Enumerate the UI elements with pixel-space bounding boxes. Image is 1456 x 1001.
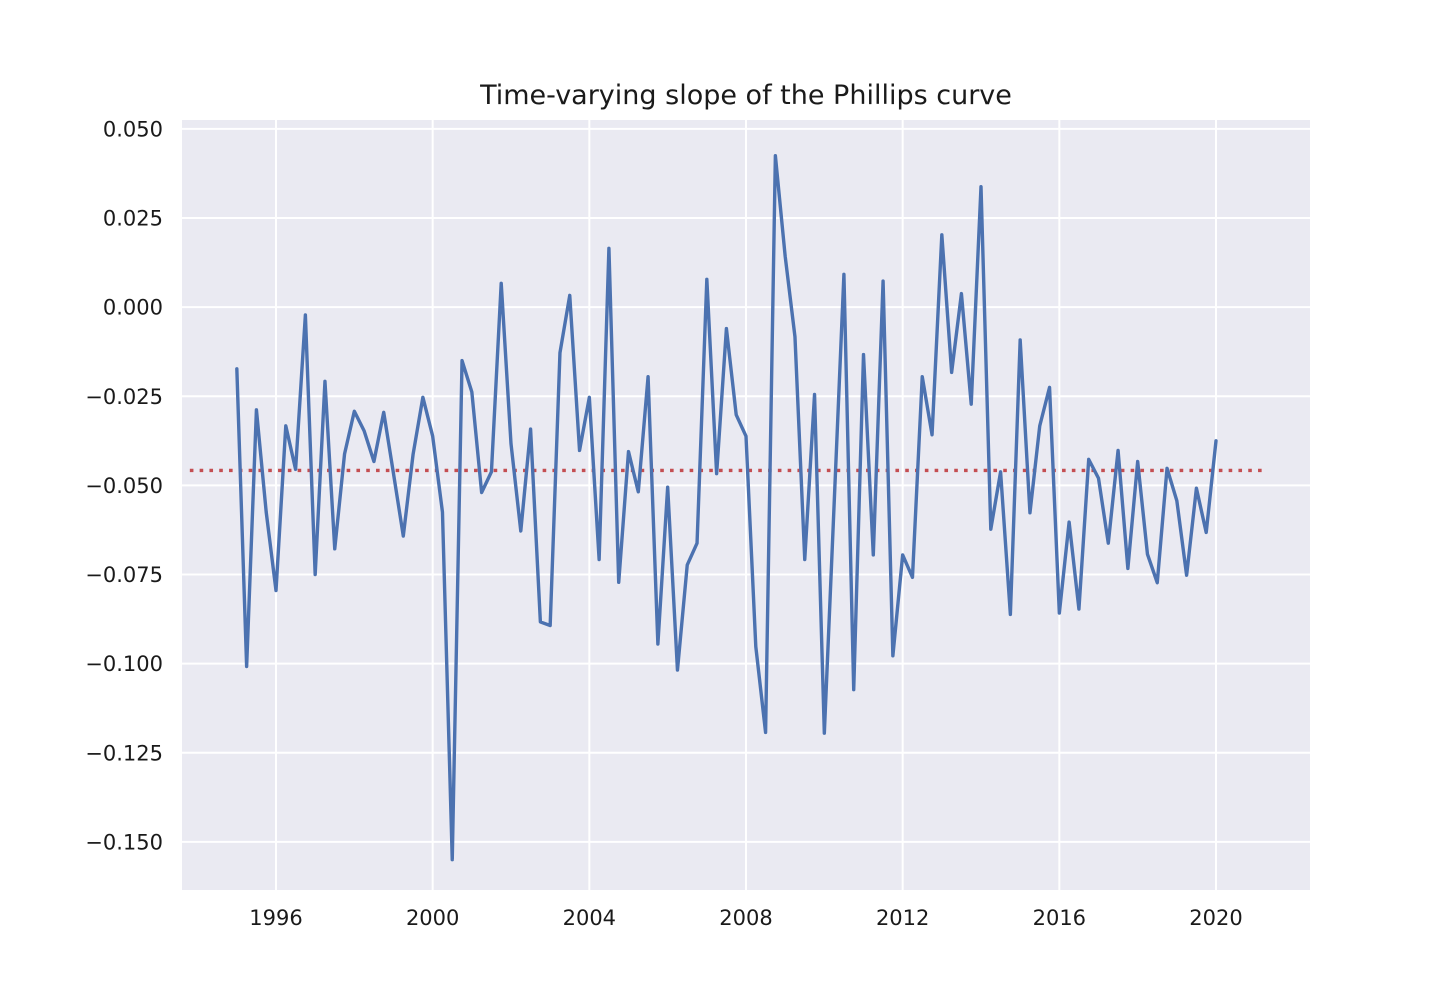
x-tick-label: 2004: [563, 906, 616, 930]
y-tick-label: 0.025: [103, 207, 163, 231]
x-tick-label: 2012: [876, 906, 929, 930]
x-tick-label: 2000: [406, 906, 459, 930]
x-tick-label: 2020: [1189, 906, 1242, 930]
y-axis-tick-labels: 0.050 0.025 0.000 −0.025 −0.050 −0.075 −0.100 −…: [85, 117, 163, 854]
y-tick-label: 0.000: [103, 296, 163, 320]
y-tick-label: −0.075: [85, 563, 163, 587]
gridlines: [182, 120, 1310, 890]
x-tick-label: 1996: [249, 906, 302, 930]
x-axis-tick-labels: 1996 2000 2004 2008 2012 2016 2020: [249, 906, 1242, 930]
x-tick-label: 2016: [1033, 906, 1086, 930]
y-tick-label: −0.050: [85, 474, 163, 498]
y-tick-label: −0.125: [85, 741, 163, 765]
chart-title: Time-varying slope of the Phillips curve: [479, 80, 1012, 111]
y-tick-label: −0.025: [85, 385, 163, 409]
y-tick-label: −0.150: [85, 830, 163, 854]
y-tick-label: 0.050: [103, 117, 163, 141]
y-tick-label: −0.100: [85, 652, 163, 676]
series-line-slope: [235, 153, 1218, 862]
series-layer: [235, 153, 1218, 862]
x-tick-label: 2008: [719, 906, 772, 930]
